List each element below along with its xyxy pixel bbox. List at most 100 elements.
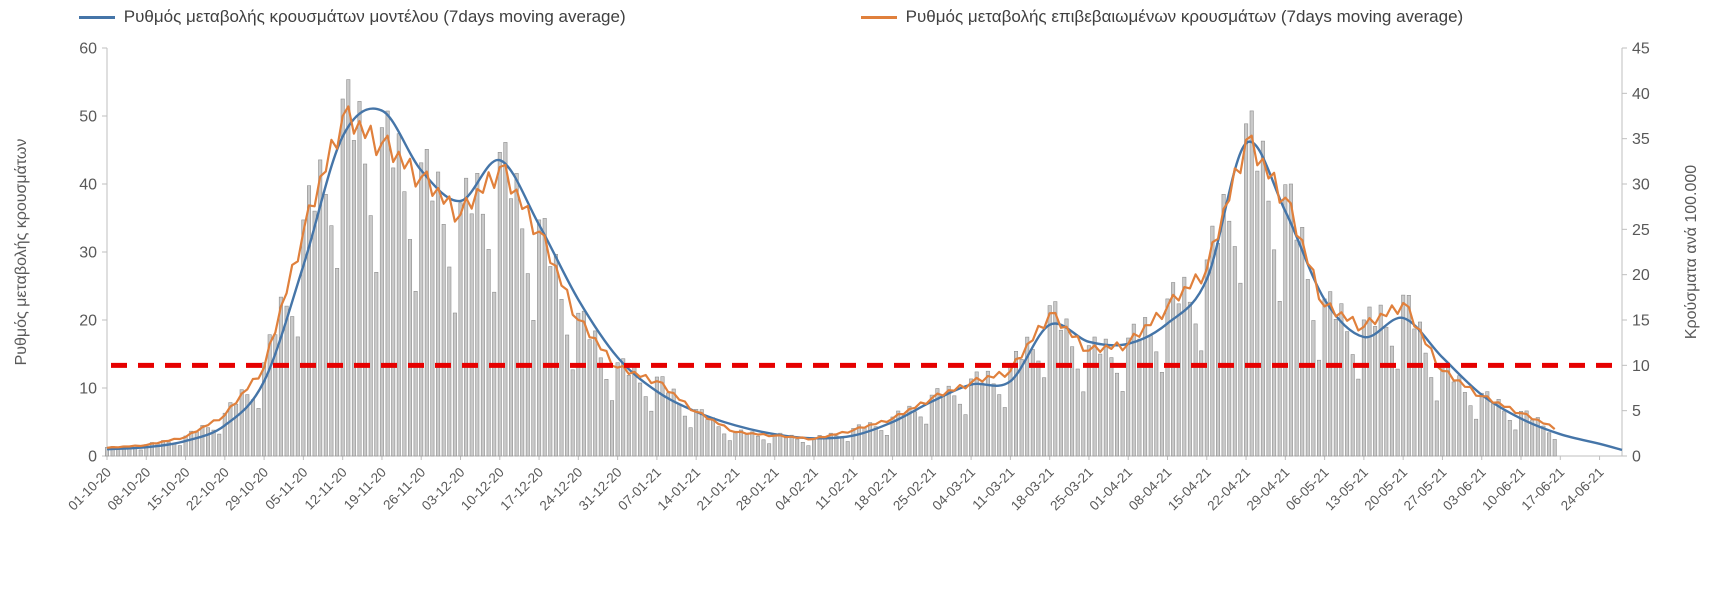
daily-cases-bar — [643, 396, 648, 457]
daily-cases-bar — [1109, 357, 1114, 457]
daily-cases-bar — [1535, 417, 1540, 457]
daily-cases-bar — [436, 171, 441, 457]
daily-cases-bar — [1451, 381, 1456, 457]
daily-cases-bar — [1036, 360, 1041, 457]
daily-cases-bar — [1462, 392, 1467, 457]
daily-cases-bar — [301, 219, 306, 457]
daily-cases-bar — [884, 434, 889, 457]
daily-cases-bar — [1311, 320, 1316, 457]
daily-cases-bar — [363, 163, 368, 457]
daily-cases-bar — [346, 79, 351, 457]
daily-cases-bar — [1193, 323, 1198, 457]
daily-cases-bar — [1103, 338, 1108, 457]
daily-cases-bar — [671, 388, 676, 457]
daily-cases-bar — [783, 436, 788, 457]
daily-cases-bar — [206, 427, 211, 457]
daily-cases-bar — [621, 358, 626, 457]
daily-cases-bar — [531, 319, 536, 457]
daily-cases-bar — [1227, 220, 1232, 457]
daily-cases-bar — [1092, 336, 1097, 457]
right-axis-tick-label: 25 — [1632, 222, 1650, 239]
daily-cases-bar — [649, 410, 654, 457]
daily-cases-bar — [1221, 194, 1226, 457]
daily-cases-bar — [1485, 391, 1490, 457]
x-axis-tick-label: 04-03-21 — [929, 465, 978, 514]
daily-cases-bar — [503, 142, 508, 457]
daily-cases-bar — [1406, 294, 1411, 457]
daily-cases-bar — [767, 443, 772, 457]
daily-cases-bar — [1002, 407, 1007, 457]
daily-cases-bar — [699, 409, 704, 457]
left-axis-tick-label: 20 — [79, 313, 97, 330]
daily-cases-bar — [1182, 276, 1187, 457]
daily-cases-bar — [733, 430, 738, 457]
daily-cases-bar — [537, 219, 542, 457]
daily-cases-bar — [1137, 338, 1142, 457]
daily-cases-bar — [974, 371, 979, 457]
daily-cases-bar — [245, 394, 250, 457]
daily-cases-bar — [755, 435, 760, 457]
daily-cases-bar — [1412, 328, 1417, 457]
daily-cases-bar — [278, 296, 283, 457]
daily-cases-bar — [963, 414, 968, 457]
daily-cases-bar — [1373, 326, 1378, 457]
daily-cases-bar — [907, 405, 912, 457]
daily-cases-bar — [918, 416, 923, 457]
right-axis-tick-label: 20 — [1632, 267, 1650, 284]
daily-cases-bar — [267, 334, 272, 457]
daily-cases-bar — [553, 254, 558, 457]
daily-cases-bar — [1081, 391, 1086, 457]
daily-cases-bar — [778, 432, 783, 457]
daily-cases-bar — [508, 198, 513, 457]
daily-cases-bar — [1249, 110, 1254, 457]
daily-cases-bar — [727, 440, 732, 457]
daily-cases-bar — [1272, 249, 1277, 457]
daily-cases-bar — [1434, 400, 1439, 457]
daily-cases-bar — [419, 162, 424, 457]
daily-cases-bar — [172, 443, 177, 457]
daily-cases-bar — [1367, 306, 1372, 457]
daily-cases-bar — [1513, 429, 1518, 457]
daily-cases-bar — [598, 357, 603, 457]
confirmed-line — [106, 105, 1556, 449]
daily-cases-bar — [856, 424, 861, 457]
left-axis-tick-label: 60 — [79, 41, 97, 58]
daily-cases-bar — [694, 409, 699, 457]
daily-cases-bar — [1350, 354, 1355, 457]
daily-cases-bar — [1300, 227, 1305, 457]
daily-cases-bar — [1474, 418, 1479, 457]
daily-cases-bar — [739, 429, 744, 457]
daily-cases-bar — [1356, 378, 1361, 457]
daily-cases-bar — [194, 431, 199, 457]
daily-cases-bar — [396, 133, 401, 457]
daily-cases-bar — [497, 152, 502, 457]
daily-cases-bar — [424, 149, 429, 457]
daily-cases-bar — [1322, 298, 1327, 457]
daily-cases-bar — [351, 140, 356, 457]
daily-cases-bar — [969, 378, 974, 457]
daily-cases-bar — [789, 434, 794, 457]
daily-cases-bar — [1171, 282, 1176, 457]
daily-cases-bar — [239, 389, 244, 457]
daily-cases-bar — [666, 392, 671, 457]
daily-cases-bar — [565, 334, 570, 457]
daily-cases-bar — [823, 436, 828, 457]
daily-cases-bar — [138, 449, 143, 457]
daily-cases-bar — [379, 127, 384, 457]
daily-cases-bar — [1547, 432, 1552, 457]
daily-cases-bar — [800, 441, 805, 457]
right-axis-tick-label: 40 — [1632, 86, 1650, 103]
daily-cases-bar — [604, 378, 609, 457]
daily-cases-bar — [750, 431, 755, 457]
daily-cases-bar — [946, 385, 951, 457]
daily-cases-bar — [1345, 331, 1350, 457]
left-axis-tick-label: 10 — [79, 381, 97, 398]
daily-cases-bar — [1541, 425, 1546, 457]
daily-cases-bar — [1154, 351, 1159, 457]
daily-cases-bar — [587, 339, 592, 457]
daily-cases-bar — [985, 370, 990, 457]
daily-cases-bar — [464, 177, 469, 457]
daily-cases-bar — [1120, 391, 1125, 457]
daily-cases-bar — [177, 445, 182, 457]
